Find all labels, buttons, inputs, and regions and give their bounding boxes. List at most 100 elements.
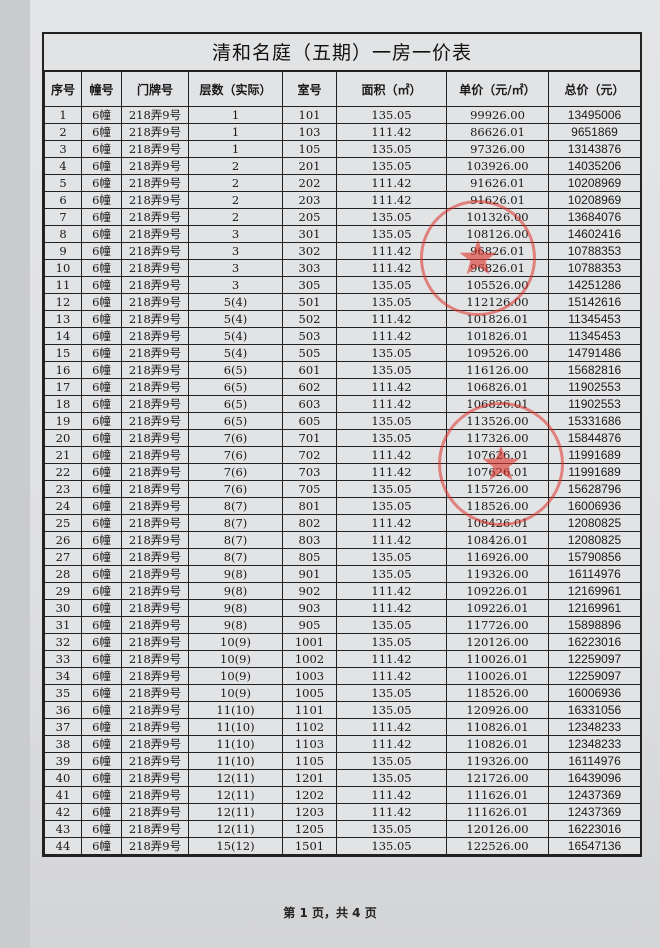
cell-area: 111.42 xyxy=(336,514,447,532)
cell-total-price: 12080825 xyxy=(548,514,641,532)
cell-house-number: 218弄9号 xyxy=(121,106,189,124)
cell-house-number: 218弄9号 xyxy=(121,157,189,175)
cell-house-number: 218弄9号 xyxy=(121,667,189,685)
cell-area: 135.05 xyxy=(336,769,447,787)
cell-room: 602 xyxy=(282,378,337,396)
cell-area: 111.42 xyxy=(336,310,447,328)
cell-area: 111.42 xyxy=(336,786,447,804)
table-row: 9 6幢 218弄9号 3 302 111.42 96826.01 10788353 xyxy=(44,242,641,260)
cell-area: 135.05 xyxy=(336,684,447,702)
cell-building: 6幢 xyxy=(81,463,122,481)
cell-area: 111.42 xyxy=(336,667,447,685)
column-header-unit-price: 单价（元/㎡） xyxy=(446,71,549,107)
cell-house-number: 218弄9号 xyxy=(121,344,189,362)
cell-index: 4 xyxy=(44,157,82,175)
cell-index: 35 xyxy=(44,684,82,702)
cell-index: 1 xyxy=(44,106,82,124)
cell-building: 6幢 xyxy=(81,820,122,838)
table-row: 32 6幢 218弄9号 10(9) 1001 135.05 120126.00 162230… xyxy=(44,633,641,651)
cell-index: 9 xyxy=(44,242,82,260)
cell-floor: 1 xyxy=(188,106,283,124)
cell-building: 6幢 xyxy=(81,242,122,260)
cell-area: 135.05 xyxy=(336,276,447,294)
cell-building: 6幢 xyxy=(81,293,122,311)
cell-unit-price: 116926.00 xyxy=(446,548,549,566)
cell-building: 6幢 xyxy=(81,225,122,243)
cell-unit-price: 115726.00 xyxy=(446,480,549,498)
cell-room: 1001 xyxy=(282,633,337,651)
cell-unit-price: 118526.00 xyxy=(446,684,549,702)
table-header-row: 序号 幢号 门牌号 层数（实际） 室号 面积（㎡） 单价（元/㎡） 总价（元） xyxy=(44,71,641,107)
cell-total-price: 14602416 xyxy=(548,225,641,243)
cell-building: 6幢 xyxy=(81,769,122,787)
cell-building: 6幢 xyxy=(81,514,122,532)
table-row: 31 6幢 218弄9号 9(8) 905 135.05 117726.00 15898896 xyxy=(44,616,641,634)
cell-building: 6幢 xyxy=(81,650,122,668)
cell-unit-price: 111626.01 xyxy=(446,786,549,804)
cell-area: 135.05 xyxy=(336,412,447,430)
cell-area: 135.05 xyxy=(336,616,447,634)
cell-total-price: 14791486 xyxy=(548,344,641,362)
cell-building: 6幢 xyxy=(81,446,122,464)
cell-floor: 5(4) xyxy=(188,344,283,362)
cell-house-number: 218弄9号 xyxy=(121,429,189,447)
cell-unit-price: 120926.00 xyxy=(446,701,549,719)
cell-unit-price: 91626.01 xyxy=(446,191,549,209)
cell-total-price: 10788353 xyxy=(548,242,641,260)
cell-total-price: 12259097 xyxy=(548,667,641,685)
cell-building: 6幢 xyxy=(81,344,122,362)
cell-index: 19 xyxy=(44,412,82,430)
cell-room: 1005 xyxy=(282,684,337,702)
cell-total-price: 11991689 xyxy=(548,463,641,481)
table-row: 8 6幢 218弄9号 3 301 135.05 108126.00 14602416 xyxy=(44,225,641,243)
cell-area: 135.05 xyxy=(336,837,447,855)
column-header-house-number: 门牌号 xyxy=(121,71,189,107)
cell-total-price: 13684076 xyxy=(548,208,641,226)
cell-index: 17 xyxy=(44,378,82,396)
cell-unit-price: 117326.00 xyxy=(446,429,549,447)
cell-room: 605 xyxy=(282,412,337,430)
cell-room: 1105 xyxy=(282,752,337,770)
table-row: 38 6幢 218弄9号 11(10) 1103 111.42 110826.01 12348… xyxy=(44,735,641,753)
cell-total-price: 12169961 xyxy=(548,599,641,617)
column-header-room: 室号 xyxy=(282,71,337,107)
table-row: 43 6幢 218弄9号 12(11) 1205 135.05 120126.00 16223… xyxy=(44,820,641,838)
cell-unit-price: 119326.00 xyxy=(446,565,549,583)
cell-unit-price: 105526.00 xyxy=(446,276,549,294)
cell-house-number: 218弄9号 xyxy=(121,599,189,617)
table-row: 42 6幢 218弄9号 12(11) 1203 111.42 111626.01 12437… xyxy=(44,803,641,821)
table-row: 22 6幢 218弄9号 7(6) 703 111.42 107626.01 11991689 xyxy=(44,463,641,481)
cell-room: 701 xyxy=(282,429,337,447)
cell-index: 18 xyxy=(44,395,82,413)
cell-room: 705 xyxy=(282,480,337,498)
cell-room: 805 xyxy=(282,548,337,566)
cell-area: 111.42 xyxy=(336,531,447,549)
cell-room: 1202 xyxy=(282,786,337,804)
cell-index: 25 xyxy=(44,514,82,532)
cell-building: 6幢 xyxy=(81,259,122,277)
cell-building: 6幢 xyxy=(81,701,122,719)
cell-total-price: 16223016 xyxy=(548,633,641,651)
cell-house-number: 218弄9号 xyxy=(121,582,189,600)
cell-unit-price: 109226.01 xyxy=(446,599,549,617)
cell-building: 6幢 xyxy=(81,123,122,141)
cell-floor: 5(4) xyxy=(188,327,283,345)
cell-index: 36 xyxy=(44,701,82,719)
cell-total-price: 15790856 xyxy=(548,548,641,566)
cell-total-price: 15682816 xyxy=(548,361,641,379)
cell-unit-price: 107626.01 xyxy=(446,463,549,481)
cell-room: 1201 xyxy=(282,769,337,787)
cell-area: 111.42 xyxy=(336,650,447,668)
cell-building: 6幢 xyxy=(81,361,122,379)
cell-total-price: 15331686 xyxy=(548,412,641,430)
cell-total-price: 16223016 xyxy=(548,820,641,838)
cell-house-number: 218弄9号 xyxy=(121,565,189,583)
column-header-total-price: 总价（元） xyxy=(548,71,641,107)
column-header-floor: 层数（实际） xyxy=(188,71,283,107)
cell-index: 42 xyxy=(44,803,82,821)
table-row: 16 6幢 218弄9号 6(5) 601 135.05 116126.00 15682816 xyxy=(44,361,641,379)
cell-room: 803 xyxy=(282,531,337,549)
document-title: 清和名庭（五期）一房一价表 xyxy=(44,34,640,71)
cell-total-price: 16331056 xyxy=(548,701,641,719)
cell-unit-price: 117726.00 xyxy=(446,616,549,634)
